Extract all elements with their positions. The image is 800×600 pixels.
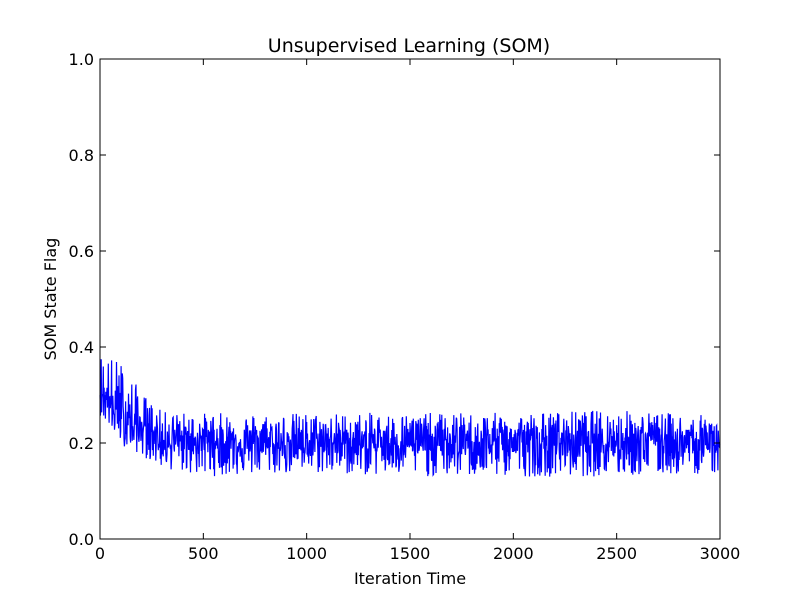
x-axis-label: Iteration Time: [354, 569, 466, 588]
y-axis: 0.0 0.2 0.4 0.6 0.8 1.0: [69, 50, 720, 549]
chart-title: Unsupervised Learning (SOM): [268, 35, 550, 57]
y-tick-label: 1.0: [69, 50, 94, 69]
x-tick-label: 1500: [390, 544, 431, 563]
x-tick-label: 2500: [596, 544, 637, 563]
y-tick-label: 0.6: [69, 242, 94, 261]
y-tick-label: 0.0: [69, 530, 94, 549]
y-tick-label: 0.8: [69, 146, 94, 165]
y-axis-label: SOM State Flag: [41, 238, 60, 361]
y-tick-label: 0.4: [69, 338, 94, 357]
plot-background: [100, 59, 720, 539]
y-tick-label: 0.2: [69, 434, 94, 453]
plot-area: [99, 58, 721, 540]
x-tick-label: 2000: [493, 544, 534, 563]
x-tick-label: 3000: [700, 544, 741, 563]
x-tick-label: 1000: [286, 544, 327, 563]
x-axis: 0 500 1000 1500 2000 2500 3000: [95, 59, 740, 563]
x-tick-label: 0: [95, 544, 105, 563]
x-tick-label: 500: [188, 544, 219, 563]
series-line: [99, 359, 721, 477]
